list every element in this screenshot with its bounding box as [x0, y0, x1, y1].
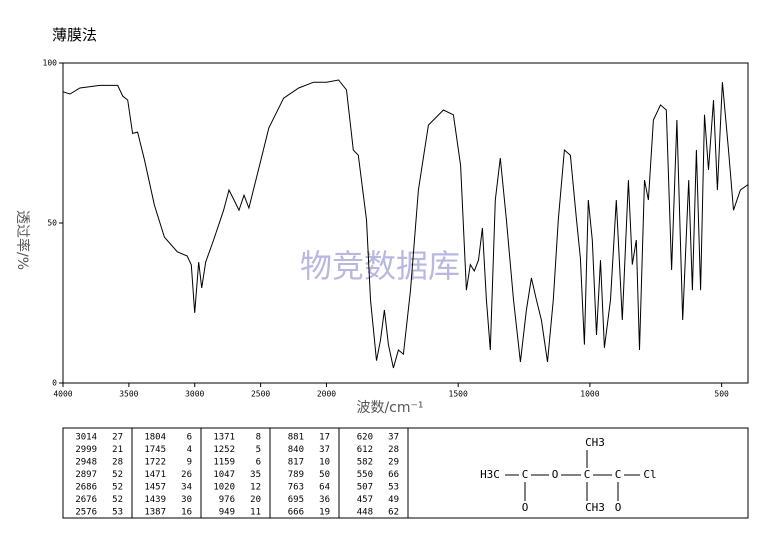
peak-wavenumber: 976: [219, 495, 235, 505]
peak-transmittance: 52: [112, 483, 123, 493]
y-tick-label: 0: [52, 379, 57, 388]
peak-transmittance: 4: [187, 445, 192, 455]
x-tick-label: 1500: [449, 390, 468, 399]
peak-transmittance: 53: [388, 483, 399, 493]
peak-wavenumber: 1252: [213, 445, 235, 455]
peak-transmittance: 9: [187, 458, 192, 468]
peak-wavenumber: 1804: [144, 433, 166, 443]
peak-transmittance: 35: [250, 470, 261, 480]
atom-label: C: [615, 468, 622, 481]
spectrum-line: [62, 79, 749, 369]
peak-wavenumber: 612: [357, 445, 373, 455]
peak-transmittance: 29: [388, 458, 399, 468]
atom-label: CH3: [585, 436, 605, 449]
peak-transmittance: 62: [388, 508, 399, 518]
peak-wavenumber: 666: [288, 508, 304, 518]
peak-transmittance: 52: [112, 470, 123, 480]
peak-transmittance: 34: [181, 483, 192, 493]
x-tick-label: 3000: [185, 390, 204, 399]
peak-transmittance: 10: [319, 458, 330, 468]
peak-wavenumber: 2897: [75, 470, 97, 480]
peak-transmittance: 21: [112, 445, 123, 455]
peak-wavenumber: 1020: [213, 483, 235, 493]
peak-wavenumber: 507: [357, 483, 373, 493]
peak-wavenumber: 789: [288, 470, 304, 480]
peak-transmittance: 36: [319, 495, 330, 505]
peak-wavenumber: 1047: [213, 470, 235, 480]
peak-wavenumber: 1387: [144, 508, 166, 518]
atom-label: CH3: [585, 501, 605, 514]
peak-transmittance: 37: [319, 445, 330, 455]
atom-label: H3C: [480, 468, 500, 481]
peak-wavenumber: 949: [219, 508, 235, 518]
y-tick-label: 100: [43, 59, 58, 68]
peak-transmittance: 49: [388, 495, 399, 505]
peak-transmittance: 37: [388, 433, 399, 443]
x-tick-label: 4000: [53, 390, 72, 399]
atom-label: O: [522, 501, 529, 514]
x-tick-label: 2000: [317, 390, 336, 399]
peak-wavenumber: 2576: [75, 508, 97, 518]
peak-transmittance: 30: [181, 495, 192, 505]
y-tick-label: 50: [47, 219, 57, 228]
atom-label: O: [615, 501, 622, 514]
peak-transmittance: 20: [250, 495, 261, 505]
peak-wavenumber: 840: [288, 445, 304, 455]
watermark: 物竞数据库: [300, 247, 460, 285]
peak-wavenumber: 1471: [144, 470, 166, 480]
peak-wavenumber: 695: [288, 495, 304, 505]
peak-wavenumber: 2948: [75, 458, 97, 468]
atom-label: O: [552, 468, 559, 481]
peak-transmittance: 64: [319, 483, 330, 493]
peak-transmittance: 50: [319, 470, 330, 480]
peak-wavenumber: 550: [357, 470, 373, 480]
peak-transmittance: 53: [112, 508, 123, 518]
peak-transmittance: 5: [256, 445, 261, 455]
peak-wavenumber: 2686: [75, 483, 97, 493]
peak-transmittance: 66: [388, 470, 399, 480]
y-axis-label: 透过率/%: [14, 210, 31, 270]
atom-label: C: [522, 468, 529, 481]
table-frame: [62, 427, 749, 519]
x-tick-label: 1000: [580, 390, 599, 399]
x-tick-label: 2500: [251, 390, 270, 399]
peak-wavenumber: 582: [357, 458, 373, 468]
x-axis-label: 波数/cm⁻¹: [356, 400, 423, 416]
atom-label: Cl: [643, 468, 656, 481]
peak-wavenumber: 881: [288, 433, 304, 443]
peak-transmittance: 19: [319, 508, 330, 518]
peak-transmittance: 52: [112, 495, 123, 505]
page-title: 薄膜法: [52, 26, 97, 44]
peak-transmittance: 6: [187, 433, 192, 443]
peak-transmittance: 17: [319, 433, 330, 443]
peak-wavenumber: 448: [357, 508, 373, 518]
peak-transmittance: 12: [250, 483, 261, 493]
peak-wavenumber: 763: [288, 483, 304, 493]
peak-wavenumber: 457: [357, 495, 373, 505]
peak-wavenumber: 1159: [213, 458, 235, 468]
structure-bonds: [505, 450, 640, 501]
peak-wavenumber: 1439: [144, 495, 166, 505]
atom-label: C: [584, 468, 591, 481]
peak-transmittance: 26: [181, 470, 192, 480]
peak-transmittance: 16: [181, 508, 192, 518]
peak-transmittance: 11: [250, 508, 261, 518]
peak-wavenumber: 1371: [213, 433, 235, 443]
peak-wavenumber: 817: [288, 458, 304, 468]
peak-wavenumber: 1457: [144, 483, 166, 493]
peak-transmittance: 27: [112, 433, 123, 443]
peak-transmittance: 6: [256, 458, 261, 468]
peak-transmittance: 8: [256, 433, 261, 443]
peak-transmittance: 28: [388, 445, 399, 455]
peak-wavenumber: 3014: [75, 433, 97, 443]
peak-transmittance: 28: [112, 458, 123, 468]
peak-wavenumber: 2999: [75, 445, 97, 455]
peak-wavenumber: 2676: [75, 495, 97, 505]
x-tick-label: 500: [714, 390, 729, 399]
peak-wavenumber: 1722: [144, 458, 166, 468]
peak-wavenumber: 620: [357, 433, 373, 443]
x-tick-label: 3500: [119, 390, 138, 399]
peak-wavenumber: 1745: [144, 445, 166, 455]
